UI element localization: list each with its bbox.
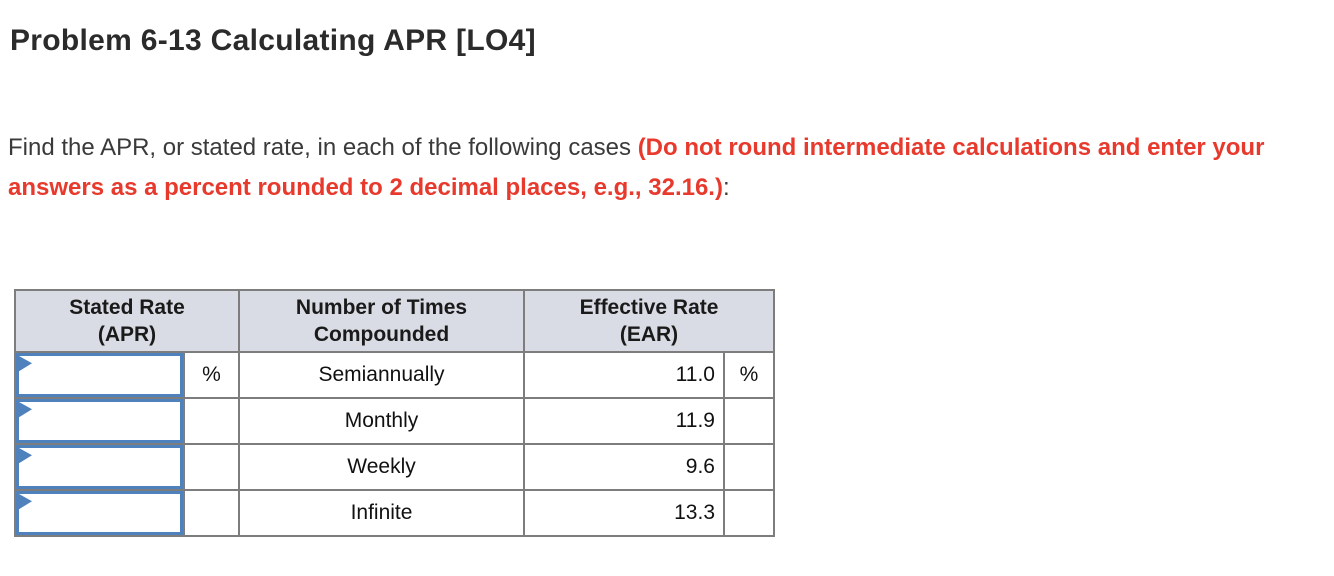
apr-unit-label — [183, 489, 240, 537]
ear-unit-label — [722, 397, 776, 445]
ear-value: 11.9 — [523, 397, 725, 445]
apr-input[interactable] — [19, 356, 180, 394]
ear-value: 11.0 — [523, 351, 725, 399]
apr-input-box — [16, 353, 183, 397]
apr-input-cell — [14, 397, 185, 445]
table-row: Monthly 11.9 — [14, 397, 776, 445]
compounded-label: Semiannually — [238, 351, 525, 399]
compounded-label: Infinite — [238, 489, 525, 537]
apr-input[interactable] — [19, 494, 180, 532]
table-row: Weekly 9.6 — [14, 443, 776, 491]
ear-value: 9.6 — [523, 443, 725, 491]
instructions-suffix: : — [722, 174, 730, 201]
page-title: Problem 6-13 Calculating APR [LO4] — [10, 24, 536, 57]
col-header-line: Compounded — [313, 323, 450, 346]
apr-unit-label — [183, 443, 240, 491]
ear-value: 13.3 — [523, 489, 725, 537]
instructions-prefix: Find the APR, or stated rate, in each of… — [8, 134, 638, 161]
col-header-times-compounded: Number of Times Compounded — [238, 289, 525, 353]
apr-input[interactable] — [19, 448, 180, 486]
table-row: Infinite 13.3 — [14, 489, 776, 537]
col-header-line: (APR) — [97, 323, 157, 346]
table-header-row: Stated Rate (APR) Number of Times Compou… — [14, 289, 776, 353]
instructions: Find the APR, or stated rate, in each of… — [8, 128, 1276, 208]
apr-input-box — [16, 491, 183, 535]
apr-input-cell — [14, 351, 185, 399]
apr-input-cell — [14, 489, 185, 537]
ear-unit-label: % — [722, 351, 776, 399]
col-header-line: Number of Times — [295, 296, 468, 319]
apr-unit-label: % — [183, 351, 240, 399]
col-header-effective-rate: Effective Rate (EAR) — [522, 289, 776, 353]
ear-unit-label — [722, 443, 776, 491]
apr-input-box — [16, 445, 183, 489]
table-row: % Semiannually 11.0 % — [14, 351, 776, 399]
ear-unit-label — [722, 489, 776, 537]
apr-input-box — [16, 399, 183, 443]
col-header-line: (EAR) — [619, 323, 679, 346]
instructions-emphasis: (Do not round intermediate calculations … — [8, 134, 1265, 201]
col-header-stated-rate: Stated Rate (APR) — [14, 289, 240, 353]
col-header-line: Stated Rate — [69, 296, 185, 319]
apr-unit-label — [183, 397, 240, 445]
compounded-label: Monthly — [238, 397, 525, 445]
compounded-label: Weekly — [238, 443, 525, 491]
col-header-line: Effective Rate — [579, 296, 719, 319]
apr-table: Stated Rate (APR) Number of Times Compou… — [14, 289, 776, 537]
apr-input[interactable] — [19, 402, 180, 440]
apr-input-cell — [14, 443, 185, 491]
